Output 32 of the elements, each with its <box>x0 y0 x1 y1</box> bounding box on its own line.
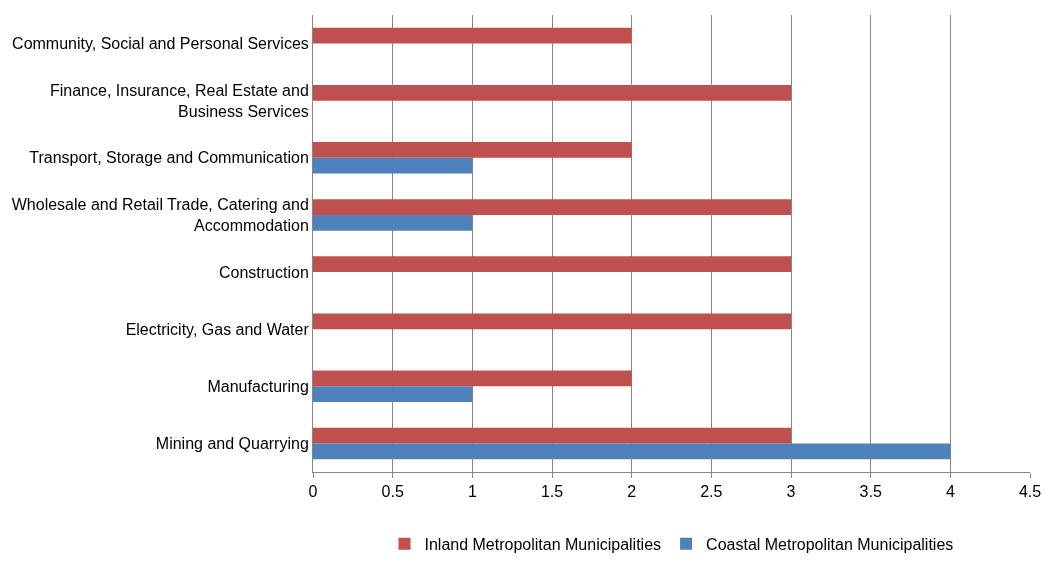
bar <box>313 370 632 387</box>
y-tick-label: Mining and Quarrying <box>155 435 309 453</box>
y-tick-label: Electricity, Gas and Water <box>125 320 310 338</box>
bar <box>313 214 473 231</box>
y-tick-label: Community, Social and Personal Services <box>12 35 309 53</box>
x-tick-label: 1.5 <box>540 483 564 501</box>
x-tick-label: 4.5 <box>1018 483 1042 501</box>
bar <box>313 84 791 101</box>
x-tick-label: 0.5 <box>381 483 404 501</box>
x-tick-label: 3 <box>786 483 796 501</box>
bar <box>313 427 791 444</box>
bar <box>313 443 951 460</box>
y-tick-label: Construction <box>218 263 309 281</box>
bar <box>313 199 791 215</box>
bar <box>313 27 632 44</box>
x-tick-label: 1 <box>467 483 477 501</box>
x-tick-label: 2 <box>627 483 637 501</box>
y-tick-label: Finance, Insurance, Real Estate and Business Services <box>49 81 309 120</box>
x-tick-label: 3.5 <box>859 483 882 501</box>
x-tick-label: 0 <box>308 483 318 501</box>
y-tick-label: Transport, Storage and Communication <box>29 149 309 167</box>
x-tick-label: 2.5 <box>700 483 723 501</box>
bar <box>313 313 791 330</box>
legend-label: Inland Metropolitan Municipalities <box>424 535 662 553</box>
legend-label: Coastal Metropolitan Municipalities <box>706 535 954 553</box>
bar <box>313 256 791 273</box>
x-tick-label: 4 <box>945 483 955 501</box>
bar <box>313 157 473 174</box>
y-tick-label: Wholesale and Retail Trade, Catering and Accommodation <box>11 196 309 234</box>
bar <box>313 142 632 158</box>
bar <box>313 386 473 403</box>
y-tick-label: Manufacturing <box>207 377 309 395</box>
